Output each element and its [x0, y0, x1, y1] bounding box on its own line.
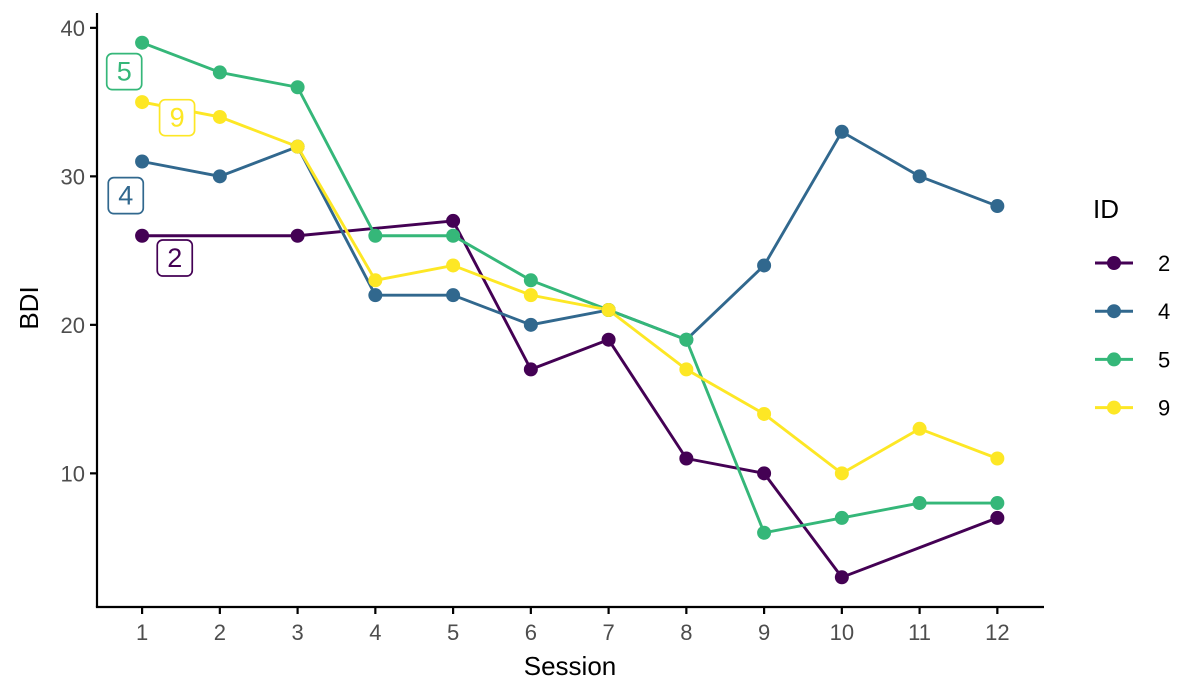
- y-tick-label: 20: [61, 313, 85, 338]
- x-tick-label: 6: [525, 620, 537, 645]
- legend-item-label-2: 2: [1158, 251, 1170, 276]
- series-label-box-5: [105, 52, 143, 91]
- legend: ID 2 4 5 9: [1093, 194, 1170, 421]
- series-label-text-9: 9: [170, 103, 185, 133]
- series-line-4: [141, 129, 998, 342]
- data-point-id2-session1: [135, 228, 150, 243]
- data-point-id4-session2: [212, 169, 227, 184]
- data-point-id2-session7: [601, 332, 616, 347]
- series-points: [135, 35, 1005, 585]
- x-axis-title: Session: [524, 651, 617, 681]
- x-tick-label: 4: [369, 620, 381, 645]
- data-point-id4-session12: [990, 199, 1005, 214]
- series-line-9: [141, 100, 998, 476]
- data-point-id9-session1: [135, 95, 150, 110]
- series-label-box-4: [107, 176, 145, 215]
- series-label-text-5: 5: [117, 57, 132, 87]
- data-point-id2-session8: [679, 451, 694, 466]
- legend-title: ID: [1093, 194, 1119, 224]
- series-label-text-4: 4: [118, 181, 133, 211]
- legend-item-label-4: 4: [1158, 299, 1170, 324]
- y-tick-label: 30: [61, 164, 85, 189]
- x-tick-label: 8: [680, 620, 692, 645]
- data-point-id5-session4: [368, 228, 383, 243]
- data-point-id9-session2: [212, 109, 227, 124]
- x-tick-label: 12: [985, 620, 1009, 645]
- series-line-2: [142, 219, 998, 580]
- data-point-id2-session5: [446, 213, 461, 228]
- data-point-id2-session10: [834, 570, 849, 585]
- series-label-box-2: [156, 239, 194, 277]
- data-point-id2-session12: [990, 510, 1005, 525]
- data-point-id9-session3: [290, 139, 305, 154]
- data-point-id5-session11: [912, 496, 927, 511]
- x-tick-label: 5: [447, 620, 459, 645]
- x-tick-label: 9: [758, 620, 770, 645]
- data-point-id9-session7: [601, 303, 616, 317]
- legend-item-label-9: 9: [1158, 396, 1170, 421]
- data-point-id4-session6: [523, 317, 538, 332]
- data-point-id9-session10: [834, 466, 849, 481]
- series-lines: [141, 41, 998, 580]
- data-point-id9-session6: [523, 288, 538, 303]
- x-tick-label: 10: [830, 620, 854, 645]
- data-point-id4-session11: [912, 169, 927, 184]
- data-point-id9-session9: [757, 406, 772, 421]
- data-point-id4-session10: [834, 124, 849, 139]
- series-labels: 5 9 4 2: [105, 52, 196, 277]
- series-label-text-2: 2: [167, 243, 182, 273]
- data-point-id5-session1: [135, 35, 150, 50]
- data-point-id9-session11: [912, 421, 927, 436]
- legend-key-point-9: [1107, 400, 1121, 415]
- x-tick-label: 7: [602, 620, 614, 645]
- data-point-id9-session5: [446, 258, 461, 273]
- data-point-id4-session9: [757, 258, 772, 273]
- data-point-id9-session8: [679, 362, 694, 377]
- data-point-id2-session9: [757, 466, 772, 481]
- data-point-id5-session2: [212, 65, 227, 80]
- data-point-id4-session1: [135, 154, 150, 169]
- x-tick-label: 1: [136, 620, 148, 645]
- legend-key-point-4: [1107, 304, 1121, 319]
- data-point-id4-session4: [368, 288, 383, 303]
- y-tick-label: 40: [61, 16, 85, 41]
- data-point-id5-session3: [290, 80, 305, 95]
- y-tick-label: 10: [61, 461, 85, 486]
- series-line-5: [141, 41, 998, 535]
- data-point-id4-session5: [446, 288, 461, 303]
- data-point-id9-session4: [368, 273, 383, 288]
- data-point-id9-session12: [990, 451, 1005, 466]
- y-axis-title: BDI: [14, 286, 44, 329]
- data-point-id5-session8: [679, 332, 694, 347]
- data-point-id5-session6: [523, 273, 538, 288]
- data-point-id5-session5: [446, 228, 461, 243]
- legend-key-point-5: [1107, 352, 1121, 367]
- data-point-id5-session12: [990, 496, 1005, 511]
- x-tick-label: 2: [214, 620, 226, 645]
- x-tick-label: 3: [291, 620, 303, 645]
- data-point-id2-session6: [523, 362, 538, 377]
- x-tick-label: 11: [908, 620, 931, 645]
- data-point-id5-session9: [757, 525, 772, 540]
- series-label-box-9: [158, 98, 196, 137]
- data-point-id5-session10: [834, 510, 849, 525]
- legend-key-point-2: [1107, 256, 1121, 270]
- data-point-id2-session3: [290, 228, 305, 243]
- legend-item-label-5: 5: [1158, 347, 1170, 372]
